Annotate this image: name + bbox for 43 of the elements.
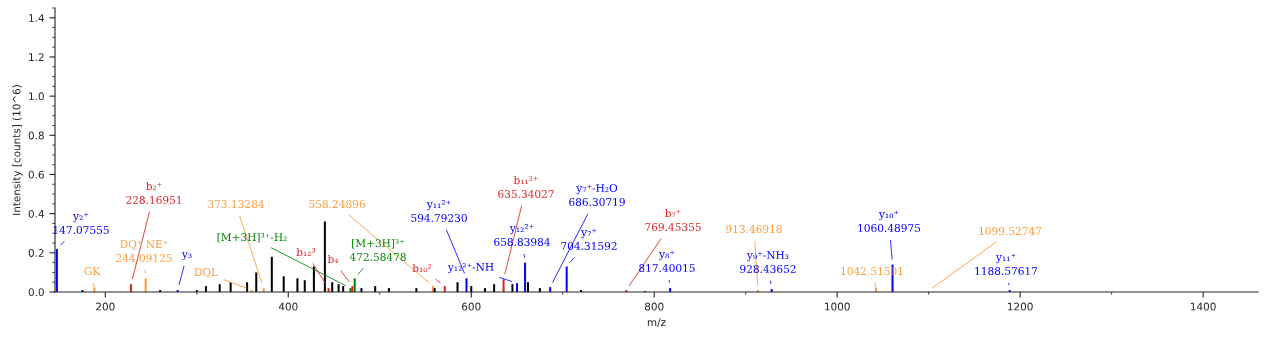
y-tick-label: 0.0 xyxy=(28,288,44,297)
annotation: y₂⁺ 147.07555 xyxy=(53,212,109,234)
annotation: y₉⁺-NH₃ 928.43652 xyxy=(740,251,796,273)
annotation: y₃ xyxy=(181,252,192,261)
x-tick-label: 1400 xyxy=(1191,302,1216,311)
annotation: y₇⁺-H₂O 686.30719 xyxy=(569,184,625,206)
y-tick-label: 1.2 xyxy=(29,53,44,61)
annotation: 1099.52747 xyxy=(979,227,1042,236)
annotation: b₁₁²⁺ 635.34027 xyxy=(498,175,554,198)
annotation: b₄ xyxy=(327,254,339,264)
annotation: y₁₀⁺ 1060.48975 xyxy=(858,210,921,232)
y-tick-label: 1.0 xyxy=(29,92,44,101)
annotation: [M+3H]³⁺ 472.58478 xyxy=(349,238,406,261)
y-tick-label: 0.8 xyxy=(28,131,44,140)
annotation: b₁₀² xyxy=(412,263,432,273)
x-tick-label: 1200 xyxy=(1008,302,1033,311)
annotation: 558.24896 xyxy=(309,200,365,209)
annotation: [M+3H]³⁺-H₂ xyxy=(217,232,287,243)
annotation: y₈⁺ 817.40015 xyxy=(639,250,695,272)
annotation: y₁₂²⁺-NH xyxy=(447,262,494,274)
x-tick-label: 600 xyxy=(462,302,481,311)
y-axis-title: Intensity [counts] (10^6) xyxy=(12,85,23,215)
annotation: y₇⁺ 704.31592 xyxy=(561,228,617,250)
annotation: y₁₁²⁺ 594.79230 xyxy=(411,200,467,222)
y-tick-label: 0.6 xyxy=(28,170,44,179)
annotation: b₇⁺ 769.45355 xyxy=(645,208,701,231)
annotation: b₂⁺ 228.16951 xyxy=(126,181,182,204)
y-tick-label: 1.4 xyxy=(29,14,44,22)
y-tick-label: 0.2 xyxy=(28,249,44,257)
annotation: GK xyxy=(84,267,101,276)
x-tick-label: 800 xyxy=(644,302,664,311)
annotation: 373.13284 xyxy=(208,200,265,209)
annotation: y₁₂²⁺ 658.83984 xyxy=(494,224,551,246)
annotation: 913.46918 xyxy=(726,225,782,234)
x-tick-label: 1000 xyxy=(825,302,850,311)
annotation: b₁₂³ xyxy=(296,247,316,257)
annotation: y₁₁⁺ 1188.57617 xyxy=(975,253,1038,275)
annotation: DQ⁺ NE⁺ 244.09125 xyxy=(116,240,172,262)
annotation: DQL xyxy=(194,268,218,278)
x-axis-title: m/z xyxy=(647,318,666,327)
x-tick-label: 400 xyxy=(278,302,298,311)
y-tick-label: 0.4 xyxy=(28,209,44,218)
x-tick-label: 200 xyxy=(96,302,115,311)
